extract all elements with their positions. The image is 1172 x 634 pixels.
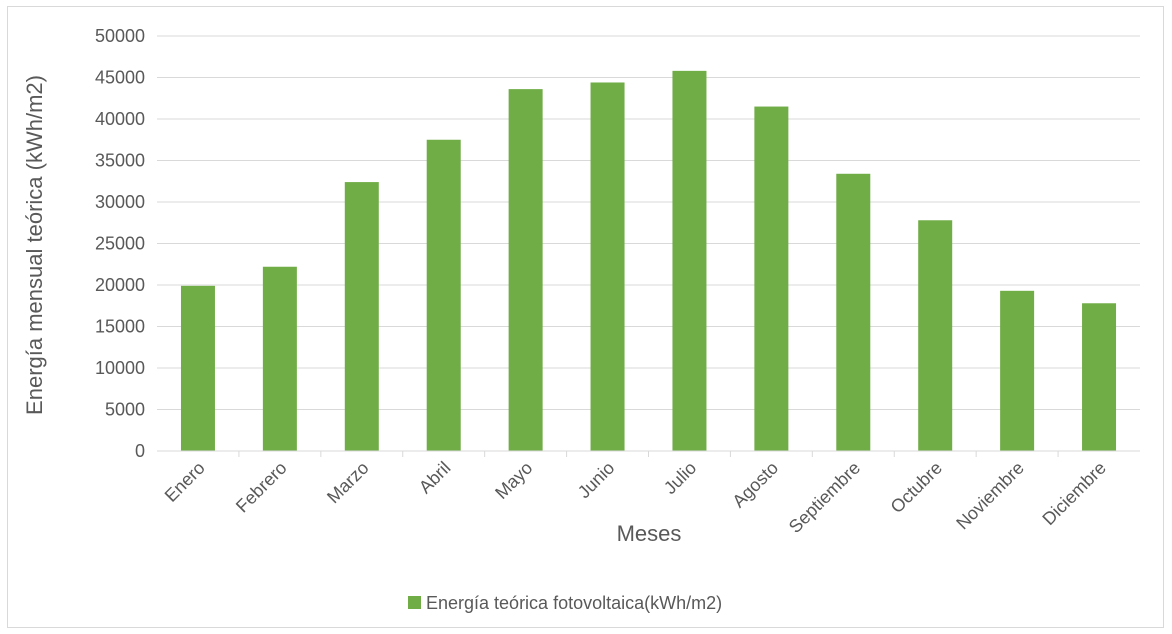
bar-diciembre [1082,303,1117,451]
x-tick-label: Marzo [323,458,373,508]
x-tick-label: Septiembre [785,458,864,537]
bar-octubre [918,220,953,451]
y-axis-ticks: 0 5000 10000 15000 20000 25000 30000 35000 40000… [95,26,145,461]
bar-junio [590,82,625,451]
x-tick-label: Agosto [728,458,782,512]
bar-mayo [508,89,543,452]
legend-label: Energía teórica fotovoltaica(kWh/m2) [426,593,722,613]
bar-enero [180,285,215,451]
gridlines [157,35,1140,452]
y-tick-label: 50000 [95,26,145,46]
legend: Energía teórica fotovoltaica(kWh/m2) [408,593,722,613]
y-tick-label: 20000 [95,275,145,295]
bar-noviembre [1000,290,1035,451]
x-tick-label: Julio [660,458,700,498]
bar-julio [672,70,707,452]
y-tick-label: 40000 [95,109,145,129]
y-tick-label: 10000 [95,358,145,378]
x-tick-label: Abril [415,458,455,498]
y-tick-label: 25000 [95,234,145,254]
y-tick-label: 0 [135,441,145,461]
x-tick-label: Octubre [887,458,946,517]
y-tick-label: 5000 [105,400,145,420]
bar-marzo [344,182,379,451]
y-tick-label: 45000 [95,68,145,88]
x-tick-label: Mayo [491,458,536,503]
x-tick-label: Junio [574,458,619,503]
y-axis-title: Energía mensual teórica (kWh/m2) [22,75,47,415]
bar-septiembre [836,173,871,451]
y-tick-label: 30000 [95,192,145,212]
y-tick-label: 35000 [95,151,145,171]
x-tick-label: Diciembre [1038,458,1109,529]
bar-agosto [754,106,789,452]
y-tick-label: 15000 [95,317,145,337]
x-axis-title: Meses [617,521,682,546]
bars [180,70,1117,452]
legend-swatch [408,596,421,609]
x-tick-label: Febrero [232,458,291,517]
x-tick-label: Noviembre [952,458,1028,534]
x-tick-label: Enero [161,458,209,506]
bar-abril [426,139,461,451]
bar-febrero [262,266,297,451]
